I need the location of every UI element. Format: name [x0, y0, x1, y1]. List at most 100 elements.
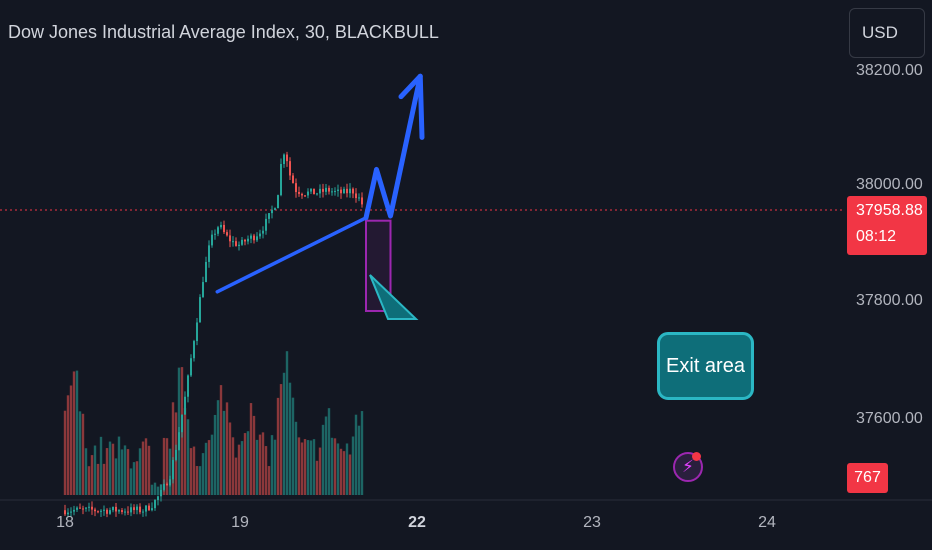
candle-body — [235, 241, 237, 246]
candle-body — [319, 188, 321, 194]
time-tick: 24 — [758, 514, 776, 531]
volume-bar — [261, 432, 265, 495]
volume-bar — [342, 451, 346, 495]
exit-area-callout[interactable]: Exit area — [657, 332, 754, 400]
candle-body — [325, 187, 327, 192]
volume-bar — [303, 439, 307, 495]
candle-body — [310, 188, 312, 192]
volume-bar — [198, 466, 202, 495]
candle-body — [91, 506, 93, 510]
candle-body — [193, 341, 195, 359]
volume-bar — [258, 434, 262, 495]
chart-drawings[interactable] — [215, 73, 425, 320]
volume-bar — [276, 397, 280, 495]
volume-bar — [156, 486, 160, 495]
candle-body — [124, 511, 126, 513]
volume-bar — [318, 447, 322, 495]
candle-body — [355, 193, 357, 199]
volume-bar — [294, 421, 298, 495]
volume-bar — [327, 408, 331, 495]
currency-button[interactable]: USD — [849, 8, 925, 58]
candle-body — [112, 506, 114, 511]
volume-bar — [126, 449, 130, 495]
volume-bar — [162, 437, 166, 495]
candle-body — [289, 161, 291, 176]
candle-body — [346, 188, 348, 194]
bar-countdown: 08:12 — [856, 228, 897, 245]
candle-body — [79, 507, 81, 509]
candle-body — [283, 154, 285, 165]
volume-bar — [249, 403, 253, 495]
candle-body — [88, 506, 90, 508]
volume-bar — [312, 439, 316, 495]
candle-body — [316, 193, 318, 195]
volume-bar — [72, 371, 76, 495]
volume-bar — [84, 448, 88, 495]
volume-bar — [228, 422, 232, 495]
candle-body — [313, 188, 315, 195]
candle-body — [166, 483, 168, 486]
volume-bar — [81, 413, 85, 495]
candle-body — [334, 190, 336, 192]
candle-body — [286, 154, 288, 162]
trendline — [215, 216, 368, 294]
volume-bar — [195, 466, 199, 495]
candle-body — [85, 507, 87, 509]
candle-series — [64, 151, 363, 518]
candle-body — [187, 375, 189, 397]
volume-bar — [96, 463, 100, 495]
candle-body — [205, 261, 207, 283]
volume-bar — [246, 431, 250, 495]
volume-bar — [309, 440, 313, 495]
volume-bar — [279, 384, 283, 495]
volume-bar — [165, 438, 169, 495]
volume-bar — [240, 441, 244, 495]
candle-body — [280, 164, 282, 196]
candle-body — [328, 187, 330, 192]
volume-bar — [219, 385, 223, 495]
candle-body — [250, 235, 252, 239]
candle-body — [175, 449, 177, 460]
volume-bar — [87, 466, 91, 495]
volume-bar — [90, 455, 94, 495]
candle-body — [190, 358, 192, 376]
arrow-head — [398, 73, 425, 140]
volume-bar — [216, 400, 220, 495]
volume-bar — [300, 442, 304, 495]
volume-bar — [336, 443, 340, 495]
volume-bar — [129, 468, 133, 495]
callout-pointer — [369, 274, 419, 320]
candle-body — [223, 224, 225, 233]
candle-body — [340, 189, 342, 194]
candle-body — [307, 191, 309, 196]
volume-bar — [111, 443, 115, 495]
volume-bar — [207, 440, 211, 495]
candle-body — [262, 230, 264, 234]
candle-body — [178, 432, 180, 450]
volume-bar — [201, 453, 205, 495]
candle-body — [208, 245, 210, 262]
candle-body — [139, 506, 141, 513]
candle-body — [70, 511, 72, 513]
last-price-value: 37958.88 — [856, 202, 923, 219]
candle-body — [214, 233, 216, 235]
volume-bar — [333, 438, 337, 495]
volume-bar — [315, 460, 319, 495]
candle-body — [331, 191, 333, 193]
candle-body — [97, 511, 99, 513]
candle-body — [109, 510, 111, 514]
candle-body — [247, 238, 249, 242]
candle-body — [103, 509, 105, 511]
candle-body — [268, 213, 270, 219]
volume-bar — [99, 436, 103, 495]
candle-body — [274, 208, 276, 210]
candle-body — [271, 209, 273, 214]
candle-body — [115, 506, 117, 512]
volume-bar — [108, 441, 112, 495]
candle-body — [217, 227, 219, 234]
candle-body — [127, 511, 129, 513]
candle-body — [241, 239, 243, 245]
candle-body — [142, 511, 144, 513]
candle-body — [295, 183, 297, 193]
